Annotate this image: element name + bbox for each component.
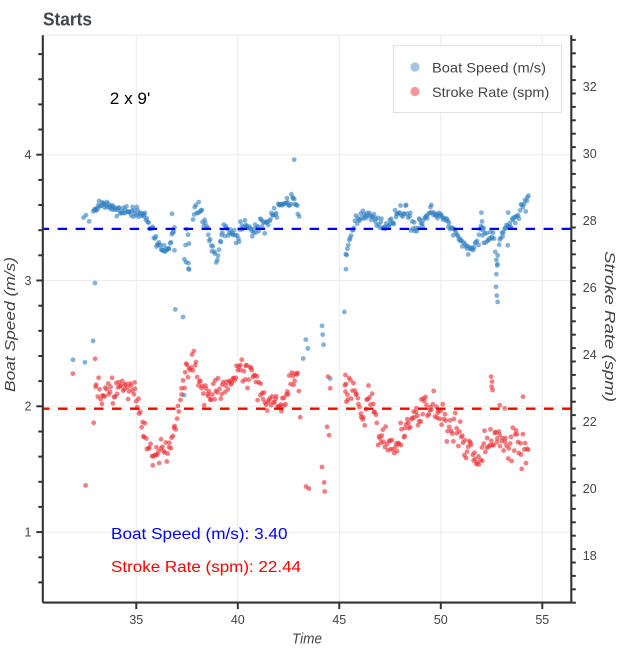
svg-text:Boat Speed (m/s): 3.40: Boat Speed (m/s): 3.40 [111,526,288,543]
svg-text:26: 26 [583,281,597,295]
svg-text:22: 22 [583,415,597,429]
svg-text:32: 32 [583,80,597,94]
svg-text:45: 45 [332,613,346,627]
svg-text:1: 1 [25,525,32,539]
svg-text:30: 30 [583,147,597,161]
svg-text:Stroke Rate (spm): 22.44: Stroke Rate (spm): 22.44 [111,559,301,576]
svg-text:50: 50 [434,613,448,627]
svg-text:2: 2 [25,400,32,414]
svg-text:40: 40 [231,613,245,627]
svg-text:Time: Time [292,632,322,648]
svg-text:28: 28 [583,214,597,228]
svg-text:35: 35 [129,613,143,627]
svg-text:Starts: Starts [43,8,92,29]
svg-text:3: 3 [25,274,32,288]
svg-text:55: 55 [535,613,549,627]
svg-text:4: 4 [25,148,32,162]
svg-text:Boat Speed (m/s): Boat Speed (m/s) [432,59,546,75]
svg-text:Stroke Rate (spm): Stroke Rate (spm) [601,251,617,402]
svg-text:2 x 9': 2 x 9' [110,90,151,108]
svg-text:18: 18 [583,549,597,563]
svg-text:24: 24 [583,348,597,362]
svg-text:Boat Speed (m/s): Boat Speed (m/s) [3,257,19,392]
svg-text:20: 20 [583,482,597,496]
svg-text:Stroke Rate (spm): Stroke Rate (spm) [432,84,549,100]
